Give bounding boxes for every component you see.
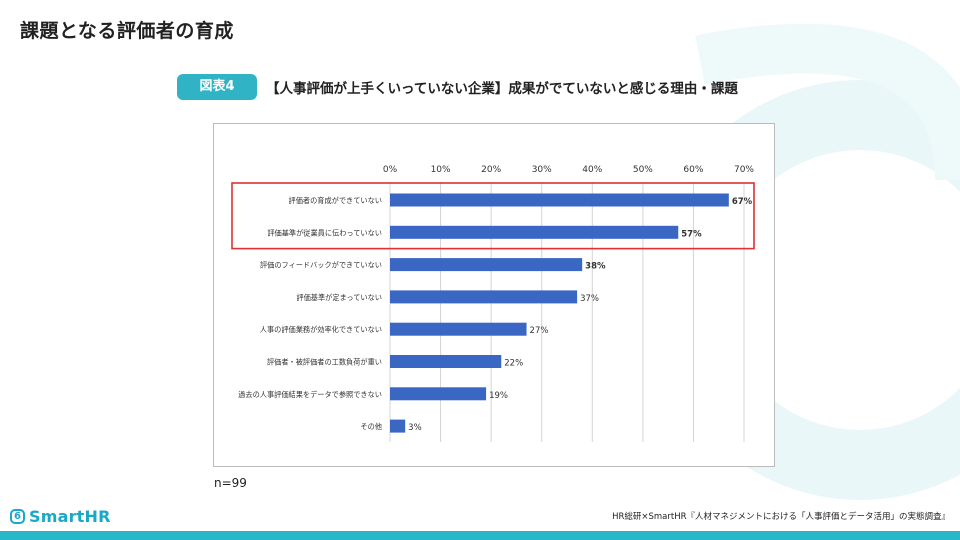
- bar: [390, 193, 729, 207]
- bar-chart: 0% 10% 20% 30% 40% 50% 60% 70% 評価者の育成ができていない 67% 評…: [231, 165, 755, 442]
- bar: [390, 225, 679, 239]
- x-tick-label: 30%: [532, 165, 552, 175]
- value-label: 57%: [681, 229, 702, 239]
- bottom-accent-bar: [0, 531, 960, 540]
- highlight-box: [231, 182, 755, 250]
- figure-badge: 図表4: [177, 74, 257, 100]
- category-label: 評価基準が従業員に伝わっていない: [267, 228, 382, 237]
- logo-text: SmartHR: [29, 506, 111, 526]
- value-label: 19%: [489, 391, 508, 401]
- sample-size-label: n=99: [214, 476, 247, 490]
- bar: [390, 322, 527, 336]
- bar: [390, 355, 502, 368]
- value-label: 38%: [585, 262, 606, 272]
- category-label: 評価のフィードバックができていない: [260, 261, 382, 270]
- page-title: 課題となる評価者の育成: [20, 20, 234, 42]
- value-label: 22%: [504, 359, 523, 369]
- bar: [390, 419, 406, 433]
- bar: [390, 387, 487, 401]
- value-label: 67%: [732, 197, 753, 207]
- x-tick-label: 40%: [582, 165, 602, 175]
- value-label: 3%: [408, 423, 422, 433]
- value-label: 37%: [580, 294, 599, 304]
- bar: [390, 290, 578, 304]
- chart-frame: 0% 10% 20% 30% 40% 50% 60% 70% 評価者の育成ができていない 67% 評…: [213, 123, 775, 467]
- bar: [390, 258, 583, 272]
- x-tick-label: 70%: [734, 165, 754, 175]
- category-label: 過去の人事評価結果をデータで参照できない: [238, 390, 382, 399]
- figure-title: 【人事評価が上手くいっていない企業】成果がでていないと感じる理由・課題: [266, 81, 738, 97]
- category-label: 評価者の育成ができていない: [289, 196, 382, 205]
- x-tick-label: 0%: [383, 165, 398, 175]
- source-citation: HR総研×SmartHR『人材マネジメントにおける「人事評価とデータ活用」の実態…: [612, 512, 950, 522]
- x-tick-label: 50%: [633, 165, 653, 175]
- category-label: 評価者・被評価者の工数負荷が重い: [267, 358, 382, 367]
- x-tick-label: 10%: [431, 165, 451, 175]
- logo-mark-icon: 6: [10, 508, 25, 524]
- category-label: 人事の評価業務が効率化できていない: [260, 325, 382, 334]
- category-label: 評価基準が定まっていない: [296, 293, 382, 302]
- smarthr-logo: 6 SmartHR: [10, 505, 111, 527]
- x-tick-label: 60%: [683, 165, 703, 175]
- category-label: その他: [360, 422, 382, 431]
- value-label: 27%: [530, 326, 549, 336]
- x-tick-label: 20%: [481, 165, 501, 175]
